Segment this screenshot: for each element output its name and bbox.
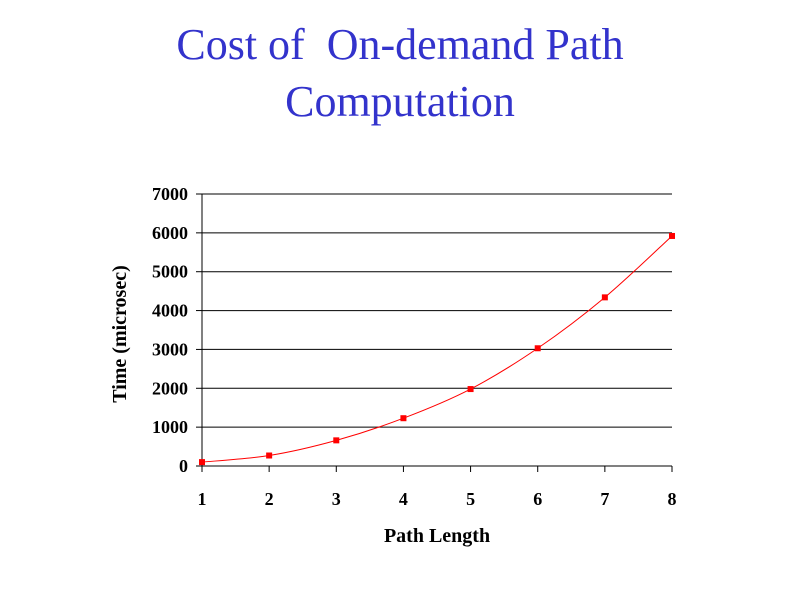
gridlines bbox=[202, 193, 672, 428]
data-point-3 bbox=[333, 437, 340, 444]
y-tick-label-7000: 7000 bbox=[152, 184, 188, 204]
y-tick-label-4000: 4000 bbox=[152, 301, 188, 321]
x-tick-label-1: 1 bbox=[198, 489, 207, 509]
data-point-2 bbox=[266, 452, 273, 459]
data-markers bbox=[199, 232, 675, 466]
data-point-6 bbox=[534, 345, 541, 352]
x-tick-label-7: 7 bbox=[600, 489, 609, 509]
y-tick-label-3000: 3000 bbox=[152, 339, 188, 359]
x-tick-label-5: 5 bbox=[466, 489, 475, 509]
x-tick-label-3: 3 bbox=[332, 489, 341, 509]
slide-title-line-1: Cost of On-demand Path bbox=[176, 20, 624, 69]
y-tick-label-0: 0 bbox=[179, 456, 188, 476]
y-axis-title: Time (microsec) bbox=[109, 265, 131, 403]
slide-title-line-2: Computation bbox=[285, 77, 515, 126]
axes bbox=[196, 193, 673, 472]
data-point-4 bbox=[400, 415, 407, 422]
x-axis-title: Path Length bbox=[384, 525, 490, 547]
y-tick-label-6000: 6000 bbox=[152, 223, 188, 243]
data-point-7 bbox=[601, 294, 608, 301]
slide-title: Cost of On-demand Path Computation bbox=[0, 16, 800, 130]
x-tick-label-6: 6 bbox=[533, 489, 542, 509]
y-tick-label-5000: 5000 bbox=[152, 262, 188, 282]
y-tick-label-2000: 2000 bbox=[152, 378, 188, 398]
x-tick-label-8: 8 bbox=[668, 489, 677, 509]
x-tick-label-4: 4 bbox=[399, 489, 408, 509]
tick-labels: 0 1000 2000 3000 4000 5000 6000 7000 1 2 3 4 5 6 7 8 bbox=[152, 184, 677, 509]
y-tick-label-1000: 1000 bbox=[152, 417, 188, 437]
data-point-5 bbox=[467, 386, 474, 393]
data-point-1 bbox=[199, 459, 205, 466]
x-tick-label-2: 2 bbox=[265, 489, 274, 509]
data-point-8 bbox=[669, 232, 675, 239]
